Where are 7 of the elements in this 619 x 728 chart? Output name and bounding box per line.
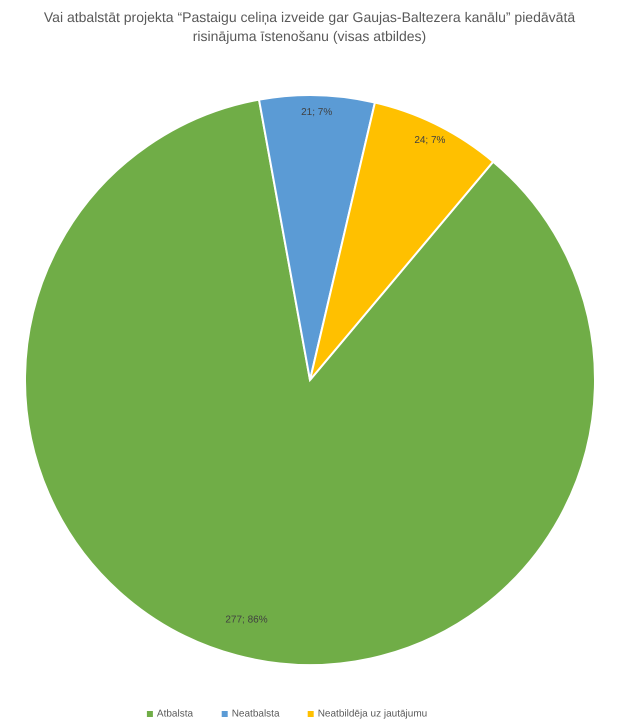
chart-title: Vai atbalstāt projekta “Pastaigu celiņa izveide gar Gaujas-Baltezera kanālu” piedāvātā risinājuma īstenošanu (visas atbildes): [44, 9, 576, 44]
legend-label: Neatbildēja uz jautājumu: [318, 708, 428, 720]
data-label: 21; 7%: [301, 106, 332, 118]
data-label: 277; 86%: [225, 614, 268, 626]
legend-label: Neatbalsta: [232, 708, 280, 720]
data-label: 24; 7%: [414, 135, 446, 146]
slice-label: Atbalsta: [156, 708, 194, 720]
